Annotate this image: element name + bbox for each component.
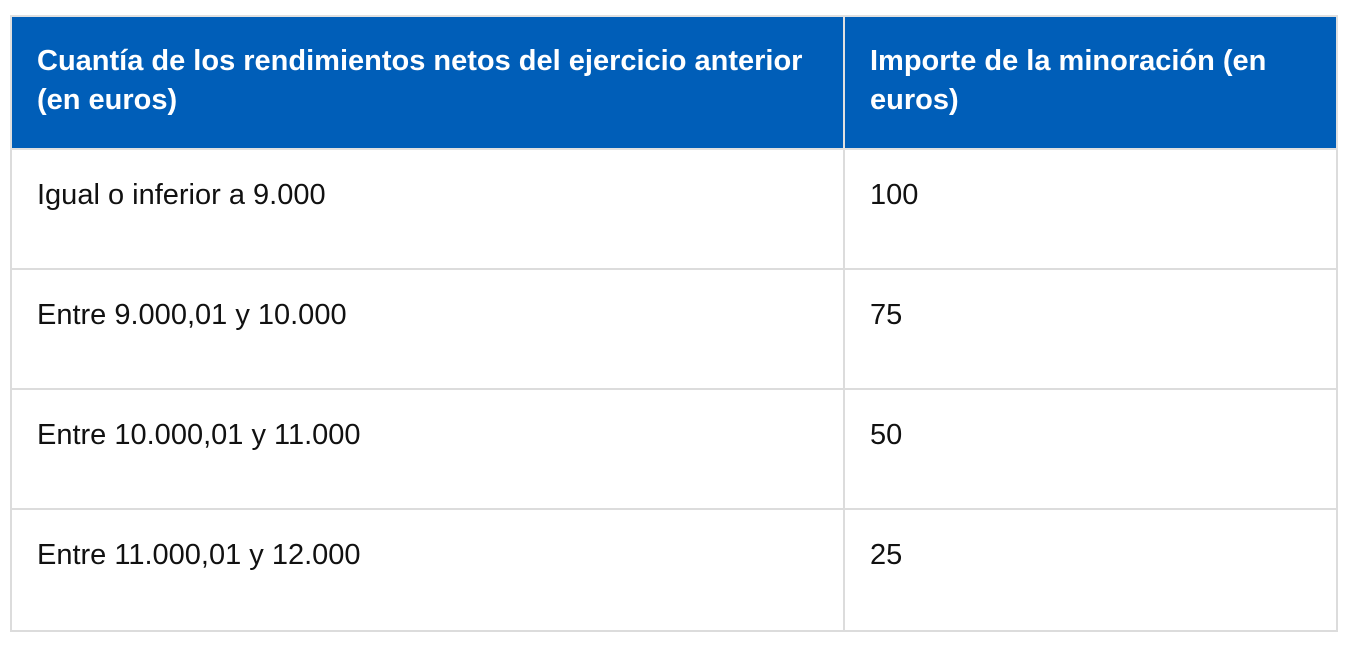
cell-reduction-amount: 75 [843, 268, 1338, 390]
cell-income-range: Igual o inferior a 9.000 [10, 148, 845, 270]
cell-reduction-amount: 25 [843, 508, 1338, 632]
header-net-income: Cuantía de los rendimientos netos del ej… [10, 15, 845, 150]
table-row: Entre 11.000,01 y 12.000 25 [10, 508, 1338, 632]
cell-reduction-amount: 100 [843, 148, 1338, 270]
cell-income-range: Entre 10.000,01 y 11.000 [10, 388, 845, 510]
table-row: Entre 10.000,01 y 11.000 50 [10, 388, 1338, 510]
cell-reduction-amount: 50 [843, 388, 1338, 510]
table-header-row: Cuantía de los rendimientos netos del ej… [10, 15, 1338, 150]
cell-income-range: Entre 9.000,01 y 10.000 [10, 268, 845, 390]
table-container: Cuantía de los rendimientos netos del ej… [10, 15, 1338, 632]
table-row: Entre 9.000,01 y 10.000 75 [10, 268, 1338, 390]
table-row: Igual o inferior a 9.000 100 [10, 148, 1338, 270]
reduction-table: Cuantía de los rendimientos netos del ej… [10, 15, 1338, 632]
cell-income-range: Entre 11.000,01 y 12.000 [10, 508, 845, 632]
header-reduction-amount: Importe de la minoración (en euros) [843, 15, 1338, 150]
